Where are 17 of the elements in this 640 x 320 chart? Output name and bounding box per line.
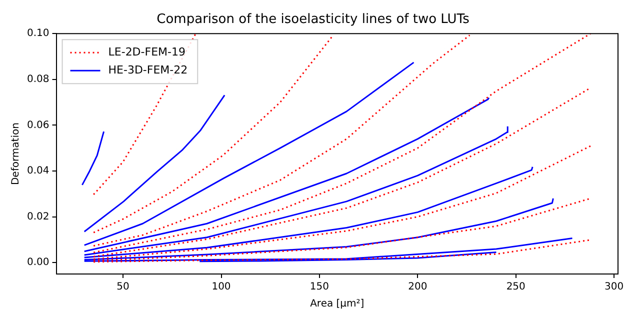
x-tick-label: 150	[310, 282, 330, 293]
y-tick-label: 0.08	[27, 74, 50, 85]
x-tick-label: 200	[408, 282, 428, 293]
y-tick-label: 0.02	[27, 211, 50, 222]
legend-label: HE-3D-FEM-22	[108, 63, 188, 76]
x-tick-label: 250	[506, 282, 526, 293]
y-tick-label: 0.06	[27, 120, 50, 131]
x-tick-label: 100	[212, 282, 231, 293]
y-axis-title: Deformation	[10, 122, 22, 186]
x-tick-label: 300	[604, 282, 624, 293]
chart-title: Comparison of the isoelasticity lines of two LUTs	[156, 12, 470, 28]
y-tick-label: 0.00	[27, 257, 50, 268]
x-tick-label: 50	[116, 282, 130, 293]
legend-label: LE-2D-FEM-19	[108, 45, 186, 58]
y-tick-label: 0.04	[27, 166, 50, 177]
y-tick-label: 0.10	[27, 28, 50, 40]
x-axis-title: Area [µm²]	[310, 298, 364, 310]
